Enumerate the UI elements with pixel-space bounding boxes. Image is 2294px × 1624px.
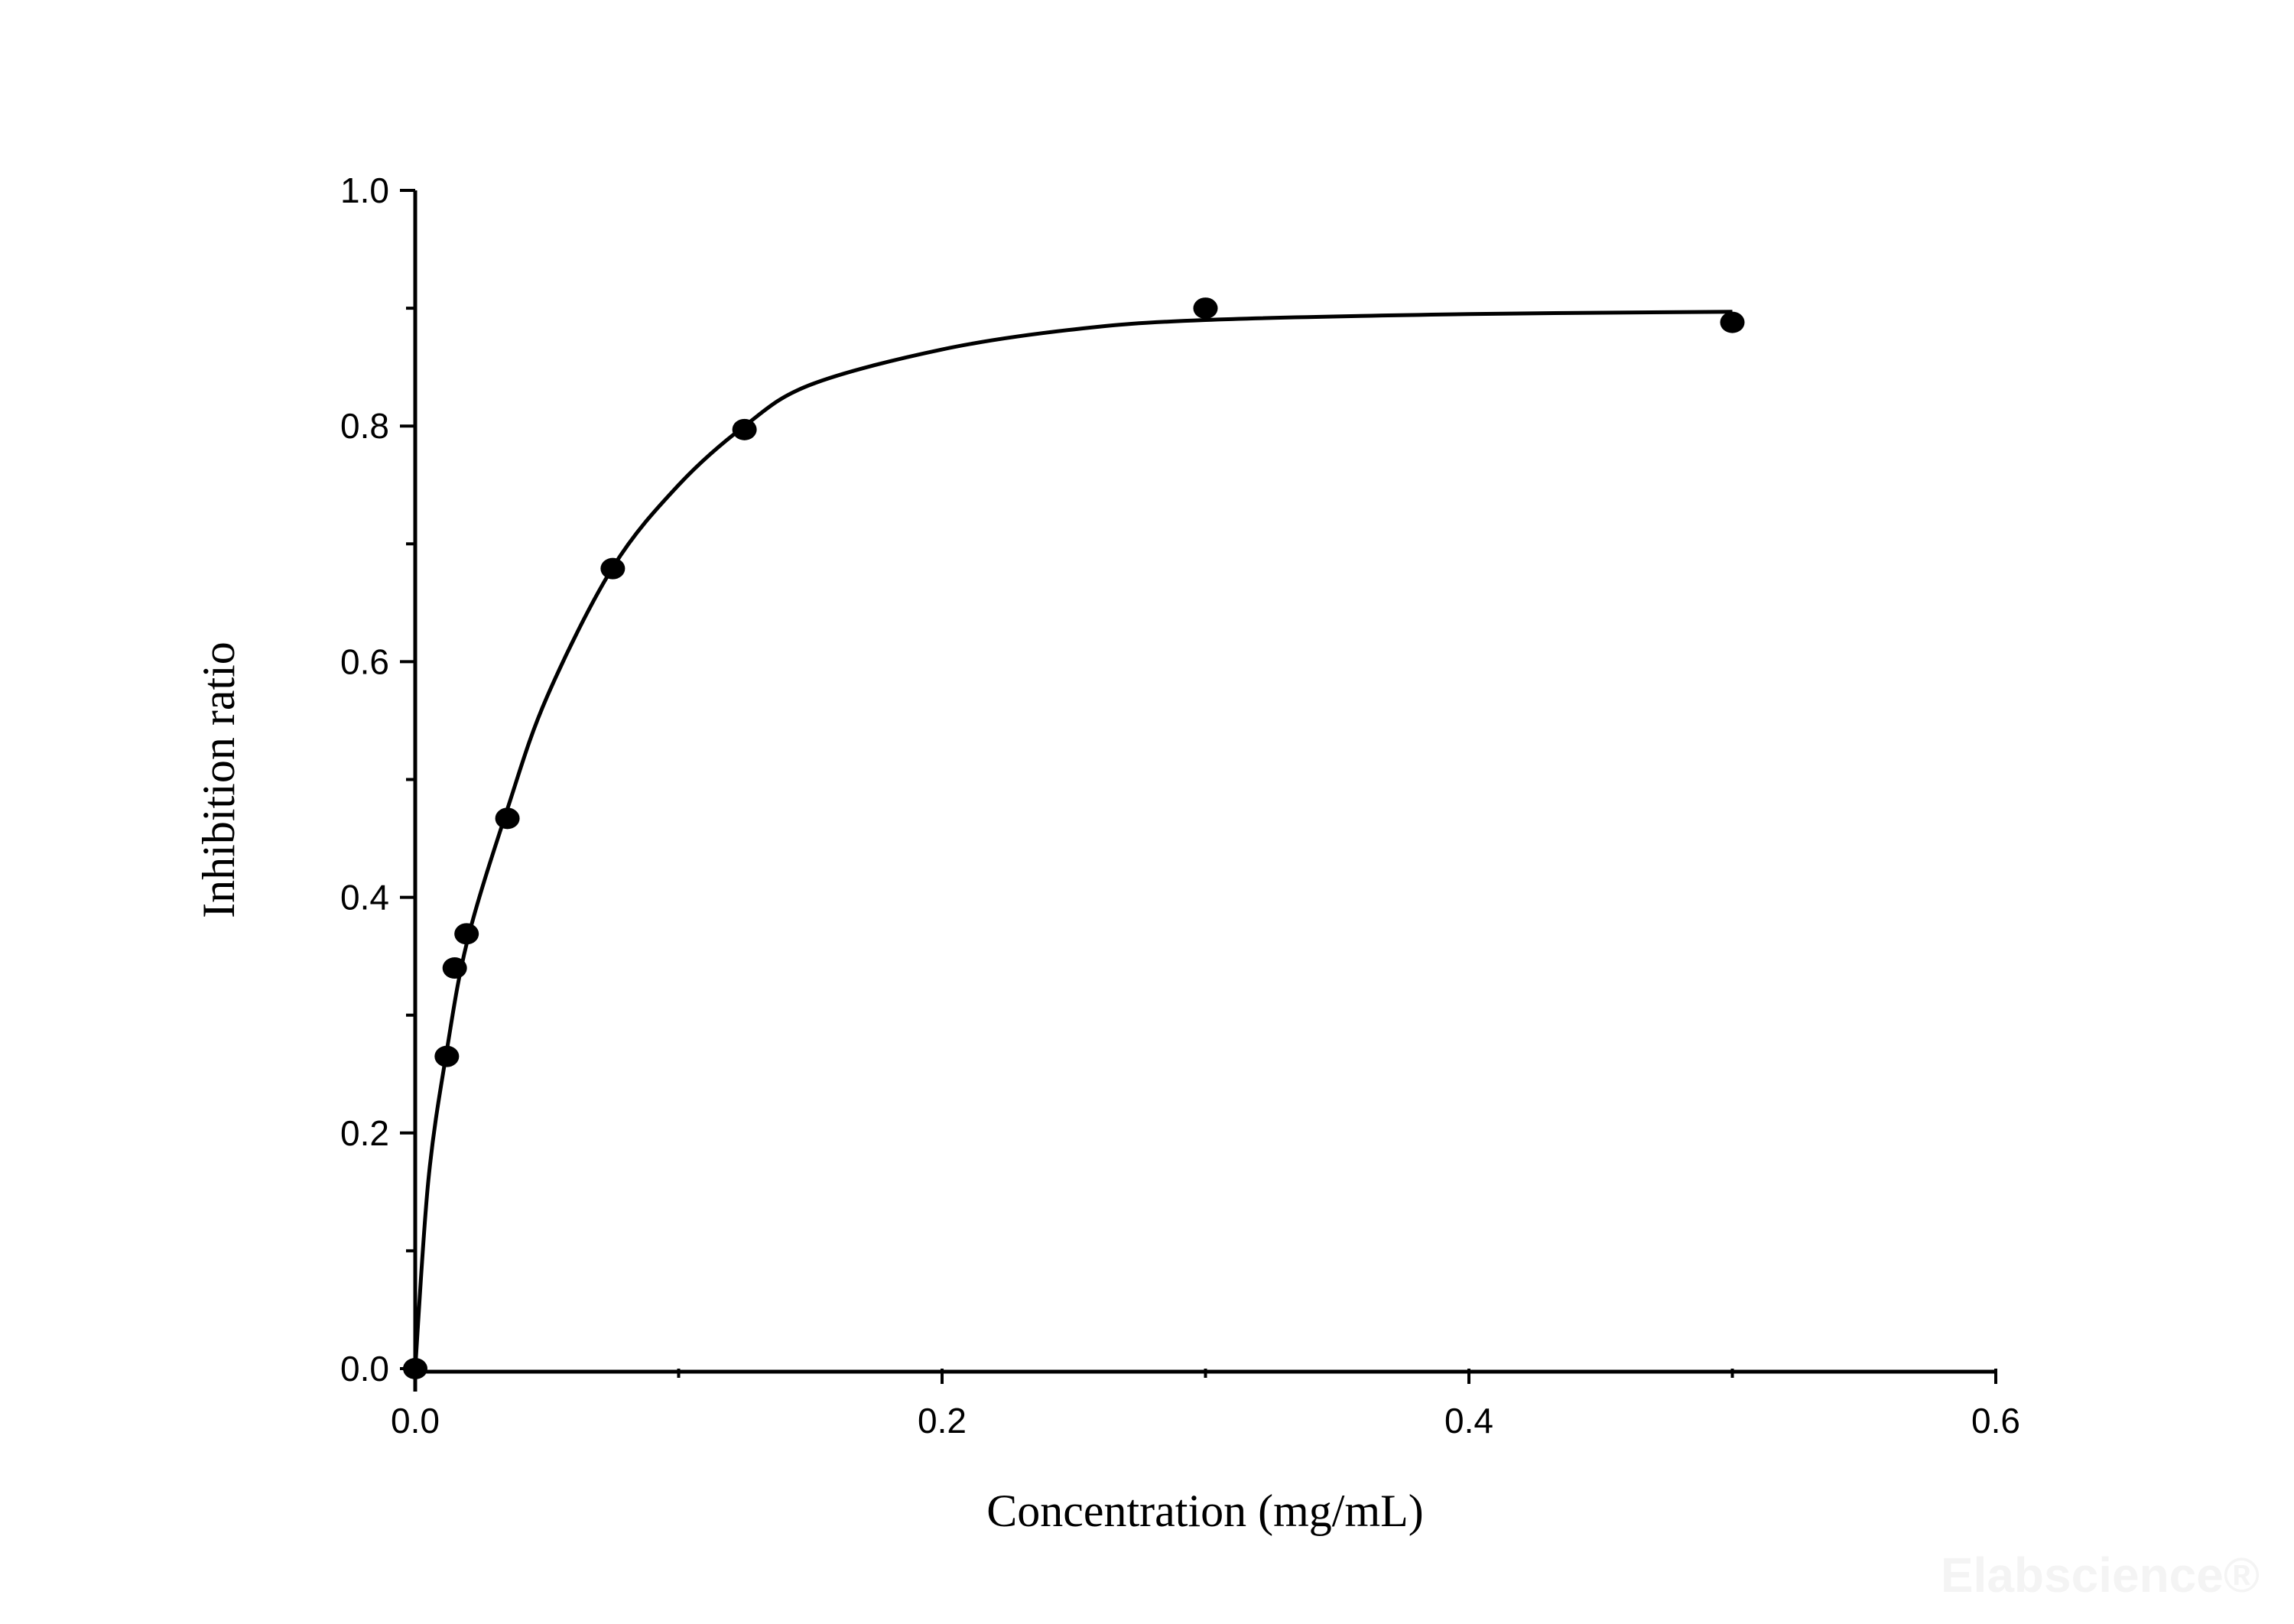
x-tick-label: 0.2 (918, 1401, 967, 1440)
axes (413, 190, 1996, 1392)
y-tick-label: 0.4 (340, 878, 389, 918)
data-point (442, 957, 467, 979)
y-tick-label: 0.6 (340, 641, 389, 681)
data-point (1193, 297, 1218, 320)
data-point (495, 807, 520, 830)
data-point (732, 418, 757, 440)
data-point (454, 923, 479, 945)
x-axis-title: Concentration (mg/mL) (986, 1486, 1424, 1536)
data-point (434, 1045, 460, 1067)
y-tick-label: 1.0 (340, 171, 389, 210)
data-points (403, 297, 1745, 1379)
ticks: 0.0 0.2 0.4 0.6 0.0 0.2 0.4 0.6 0.8 1.0 (340, 171, 2020, 1440)
watermark-logo: Elabscience® (1941, 1548, 2260, 1603)
y-axis-title: Inhibition ratio (193, 641, 244, 918)
data-point (403, 1358, 427, 1379)
y-tick-label: 0.0 (340, 1349, 389, 1389)
data-point (1720, 311, 1745, 333)
y-tick-label: 0.2 (340, 1113, 389, 1153)
data-point (600, 557, 625, 580)
x-tick-label: 0.6 (1971, 1401, 2020, 1440)
y-tick-label: 0.8 (340, 406, 389, 446)
x-tick-label: 0.0 (391, 1401, 440, 1440)
fit-curve (413, 310, 1733, 1369)
x-tick-label: 0.4 (1444, 1401, 1493, 1440)
